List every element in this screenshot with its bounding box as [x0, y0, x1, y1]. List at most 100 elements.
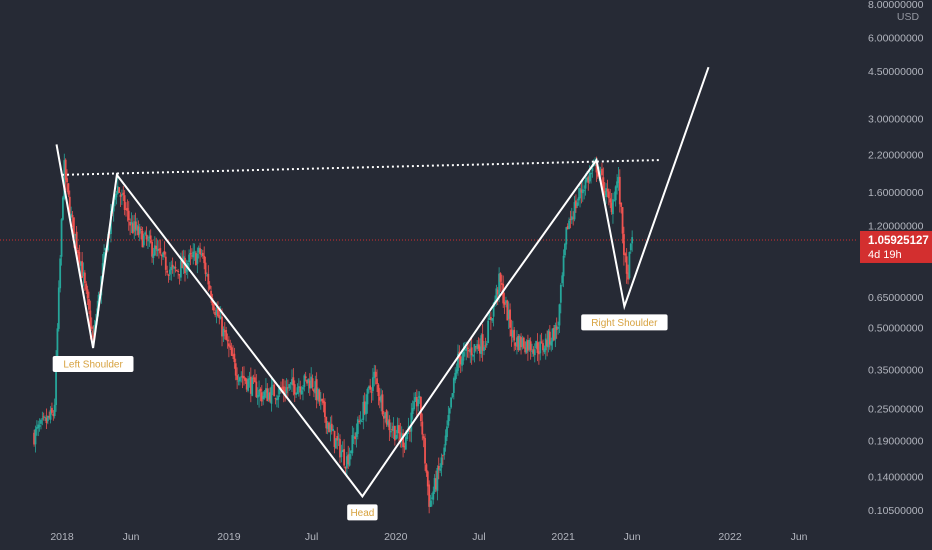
- candle-body: [629, 243, 632, 251]
- candle-body: [325, 416, 328, 429]
- candle-body: [612, 199, 614, 215]
- candle-body: [472, 354, 474, 357]
- candle-body: [258, 389, 260, 397]
- candle-body: [263, 391, 266, 398]
- candle-body: [169, 269, 171, 275]
- candle-body: [92, 330, 94, 338]
- pattern-overlay[interactable]: [55, 66, 710, 499]
- candle-body: [355, 431, 358, 437]
- candle-body: [34, 429, 37, 445]
- candle-body: [551, 328, 554, 342]
- candle-body: [212, 303, 215, 311]
- candle-body: [525, 341, 528, 353]
- candle-body: [544, 338, 547, 351]
- candle-body: [293, 384, 296, 395]
- candle-body: [509, 309, 511, 328]
- candle-body: [484, 345, 487, 347]
- candle-body: [42, 416, 45, 418]
- y-tick-label: 1.20000000: [868, 220, 924, 232]
- candle-body: [487, 320, 490, 343]
- candle-body: [564, 243, 566, 256]
- candle-body: [428, 484, 431, 507]
- candle-body: [568, 220, 570, 230]
- candle-body: [299, 386, 302, 393]
- candle-body: [300, 390, 303, 395]
- x-axis[interactable]: 2018 Jun 2019 Jul 2020 Jul 2021 Jun 2022 Jun: [50, 531, 807, 543]
- pattern-zigzag-line[interactable]: [55, 66, 710, 499]
- candle-body: [483, 346, 485, 351]
- candle-body: [181, 258, 184, 269]
- candle-body: [336, 436, 339, 441]
- candle-body: [302, 387, 304, 390]
- candle-body: [337, 438, 340, 440]
- candle-body: [254, 377, 256, 383]
- candle-body: [505, 300, 507, 303]
- candle-body: [79, 261, 82, 266]
- candle-body: [542, 343, 544, 351]
- candle-body: [93, 324, 96, 336]
- candle-body: [38, 425, 41, 427]
- candle-body: [86, 289, 89, 299]
- candle-body: [365, 402, 367, 415]
- candle-body: [249, 376, 252, 394]
- candle-body: [291, 378, 293, 385]
- pattern-label-text: Right Shoulder: [591, 318, 658, 329]
- candle-body: [282, 386, 285, 392]
- candle-body: [207, 274, 210, 285]
- x-tick-label: 2022: [718, 531, 742, 543]
- candle-body: [468, 349, 470, 352]
- candle-body: [156, 248, 159, 252]
- y-tick-label: 3.00000000: [868, 113, 924, 125]
- candle-body: [286, 387, 289, 389]
- candle-body: [226, 339, 229, 342]
- candle-body: [506, 300, 509, 321]
- candle-body: [393, 426, 396, 441]
- candle-body: [474, 346, 477, 348]
- candle-body: [177, 270, 180, 272]
- candle-body: [395, 434, 398, 440]
- candle-body: [513, 329, 516, 341]
- candle-body: [222, 328, 225, 337]
- x-tick-label: 2018: [50, 531, 74, 543]
- candle-body: [595, 160, 598, 173]
- candle-body: [285, 387, 288, 394]
- candle-body: [83, 272, 86, 284]
- candle-body: [587, 177, 590, 183]
- x-tick-label: Jul: [472, 531, 485, 543]
- candle-body: [581, 189, 584, 194]
- candle-body: [85, 283, 88, 290]
- candle-body: [341, 449, 344, 453]
- candle-body: [227, 343, 230, 347]
- candle-body: [188, 254, 191, 263]
- candle-body: [142, 235, 145, 246]
- candle-body: [333, 430, 336, 448]
- candle-body: [173, 266, 175, 269]
- candle-body: [218, 315, 221, 319]
- candle-body: [125, 208, 127, 210]
- candle-body: [64, 159, 67, 180]
- candle-body: [616, 181, 618, 188]
- candle-body: [251, 377, 254, 396]
- candle-body: [122, 192, 125, 195]
- candle-body: [631, 237, 634, 244]
- candle-body: [131, 223, 134, 233]
- candle-body: [624, 253, 627, 256]
- candle-body: [396, 425, 399, 434]
- y-axis[interactable]: USD 8.00000000 6.00000000 4.50000000 3.0000…: [868, 0, 924, 517]
- candle-body: [580, 189, 583, 193]
- candle-body: [496, 289, 499, 295]
- candle-body: [602, 177, 605, 194]
- candle-body: [351, 435, 354, 454]
- pattern-label-bg: [581, 314, 668, 331]
- candle-body: [248, 378, 251, 380]
- candle-body: [500, 282, 503, 285]
- candle-body: [193, 251, 196, 253]
- candle-body: [444, 435, 447, 446]
- candle-body: [546, 340, 549, 347]
- price-tag-value: 1.05925127: [868, 235, 929, 247]
- candle-body: [455, 369, 458, 374]
- candle-body: [314, 381, 317, 394]
- candle-body: [498, 273, 501, 297]
- candle-body: [377, 384, 380, 397]
